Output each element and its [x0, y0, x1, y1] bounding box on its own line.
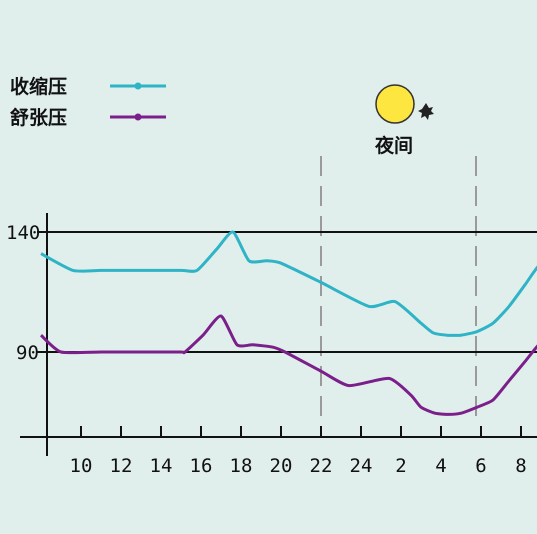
x-tick-label-16: 16	[190, 455, 213, 477]
x-tick-label-4: 4	[435, 455, 446, 477]
series-line-systolic	[40, 230, 537, 337]
x-ticks: 10 12 14 16 18 20 22 24 2 4 6 8	[70, 426, 527, 477]
x-tick-label-18: 18	[230, 455, 253, 477]
night-label: 夜间	[374, 134, 413, 157]
night-annotation: 夜间	[320, 84, 477, 418]
x-tick-label-24: 24	[350, 455, 373, 477]
bat-icon	[418, 103, 434, 120]
legend-label-systolic: 收缩压	[10, 75, 67, 98]
x-tick-label-22: 22	[310, 455, 333, 477]
axes: 140 90	[6, 213, 537, 456]
x-tick-label-12: 12	[110, 455, 133, 477]
legend: 收缩压 舒张压	[10, 75, 166, 129]
legend-marker-systolic	[134, 82, 142, 90]
series-line-diastolic	[39, 314, 537, 416]
y-tick-label-140: 140	[6, 222, 40, 244]
x-tick-label-2: 2	[395, 455, 406, 477]
x-tick-label-8: 8	[515, 455, 526, 477]
moon-icon	[375, 84, 415, 124]
x-tick-label-20: 20	[270, 455, 293, 477]
y-tick-label-90: 90	[16, 342, 39, 364]
legend-label-diastolic: 舒张压	[10, 106, 67, 129]
x-tick-label-6: 6	[475, 455, 486, 477]
x-tick-label-14: 14	[150, 455, 173, 477]
legend-marker-diastolic	[134, 113, 142, 121]
x-tick-label-10: 10	[70, 455, 93, 477]
series-layer	[39, 230, 537, 416]
